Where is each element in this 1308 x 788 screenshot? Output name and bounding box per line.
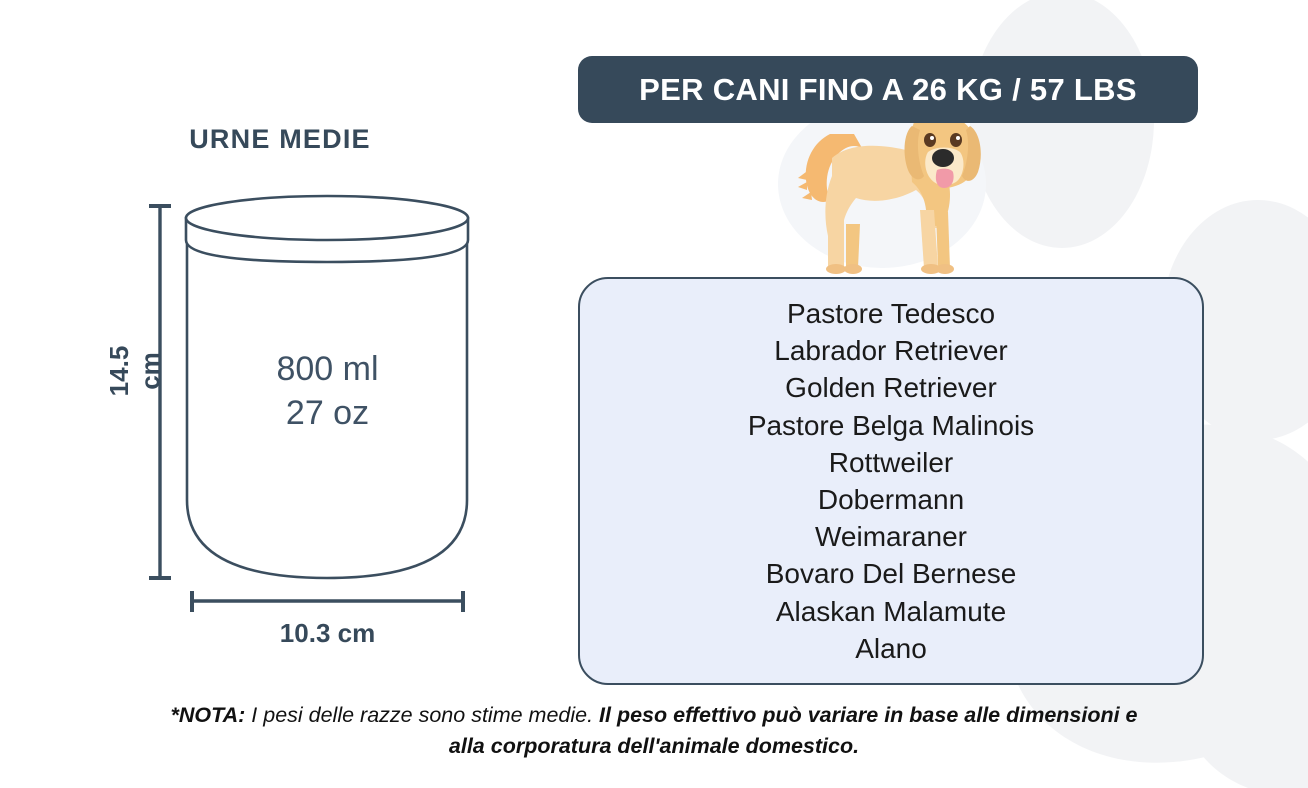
width-dimension-label: 10.3 cm [279,618,376,648]
urn-diagram-panel: URNE MEDIE 800 ml 27 oz [0,0,560,690]
breed-item: Bovaro Del Bernese [765,558,1017,590]
weight-range-banner: PER CANI FINO A 26 KG / 57 LBS [578,56,1198,123]
urn-lid-top [184,194,470,242]
dog-front-legs [936,212,950,268]
breed-item: Labrador Retriever [774,335,1008,367]
breed-item: Pastore Belga Malinois [747,409,1035,441]
dog-front-legs [920,210,938,268]
dog-tail-fur [798,172,812,200]
dog-tongue [935,168,954,188]
width-dimension-line [190,591,465,612]
page-title: URNE MEDIE [189,124,371,154]
breed-item: Dobermann [817,484,965,515]
footnote-regular: I pesi delle razze sono stime medie. [245,703,600,727]
footnote-disclaimer: *NOTA: I pesi delle razze sono stime med… [154,700,1154,761]
breed-item: Rottweiler [828,446,954,478]
golden-retriever-icon [770,100,1000,285]
capacity-oz: 27 oz [285,393,370,432]
dog-eyes [924,133,962,147]
breed-item: Alaskan Malamute [775,595,1007,627]
breed-list-box: Pastore Tedesco Labrador Retriever Golde… [578,277,1204,685]
urn-drawing [149,194,470,612]
dog-hind-legs [846,224,860,268]
dog-hind-legs [828,216,844,268]
weight-range-text: PER CANI FINO A 26 KG / 57 LBS [639,71,1137,107]
urn-body-outline [185,236,469,580]
breed-item: Alano [855,632,927,664]
footnote-lead: *NOTA: [170,703,246,727]
dog-ear [904,126,924,180]
breed-item: Weimaraner [815,521,967,553]
height-dimension-line [149,204,171,580]
breed-item: Golden Retriever [785,372,997,404]
urn-capacity-text: 800 ml 27 oz [185,348,470,435]
capacity-ml: 800 ml [276,350,379,388]
height-dimension-label: 14.5 cm [104,345,165,397]
dog-nose [932,149,954,167]
dog-tail [805,134,862,202]
breed-item: Pastore Tedesco [786,297,996,329]
dog-paws [826,264,954,274]
